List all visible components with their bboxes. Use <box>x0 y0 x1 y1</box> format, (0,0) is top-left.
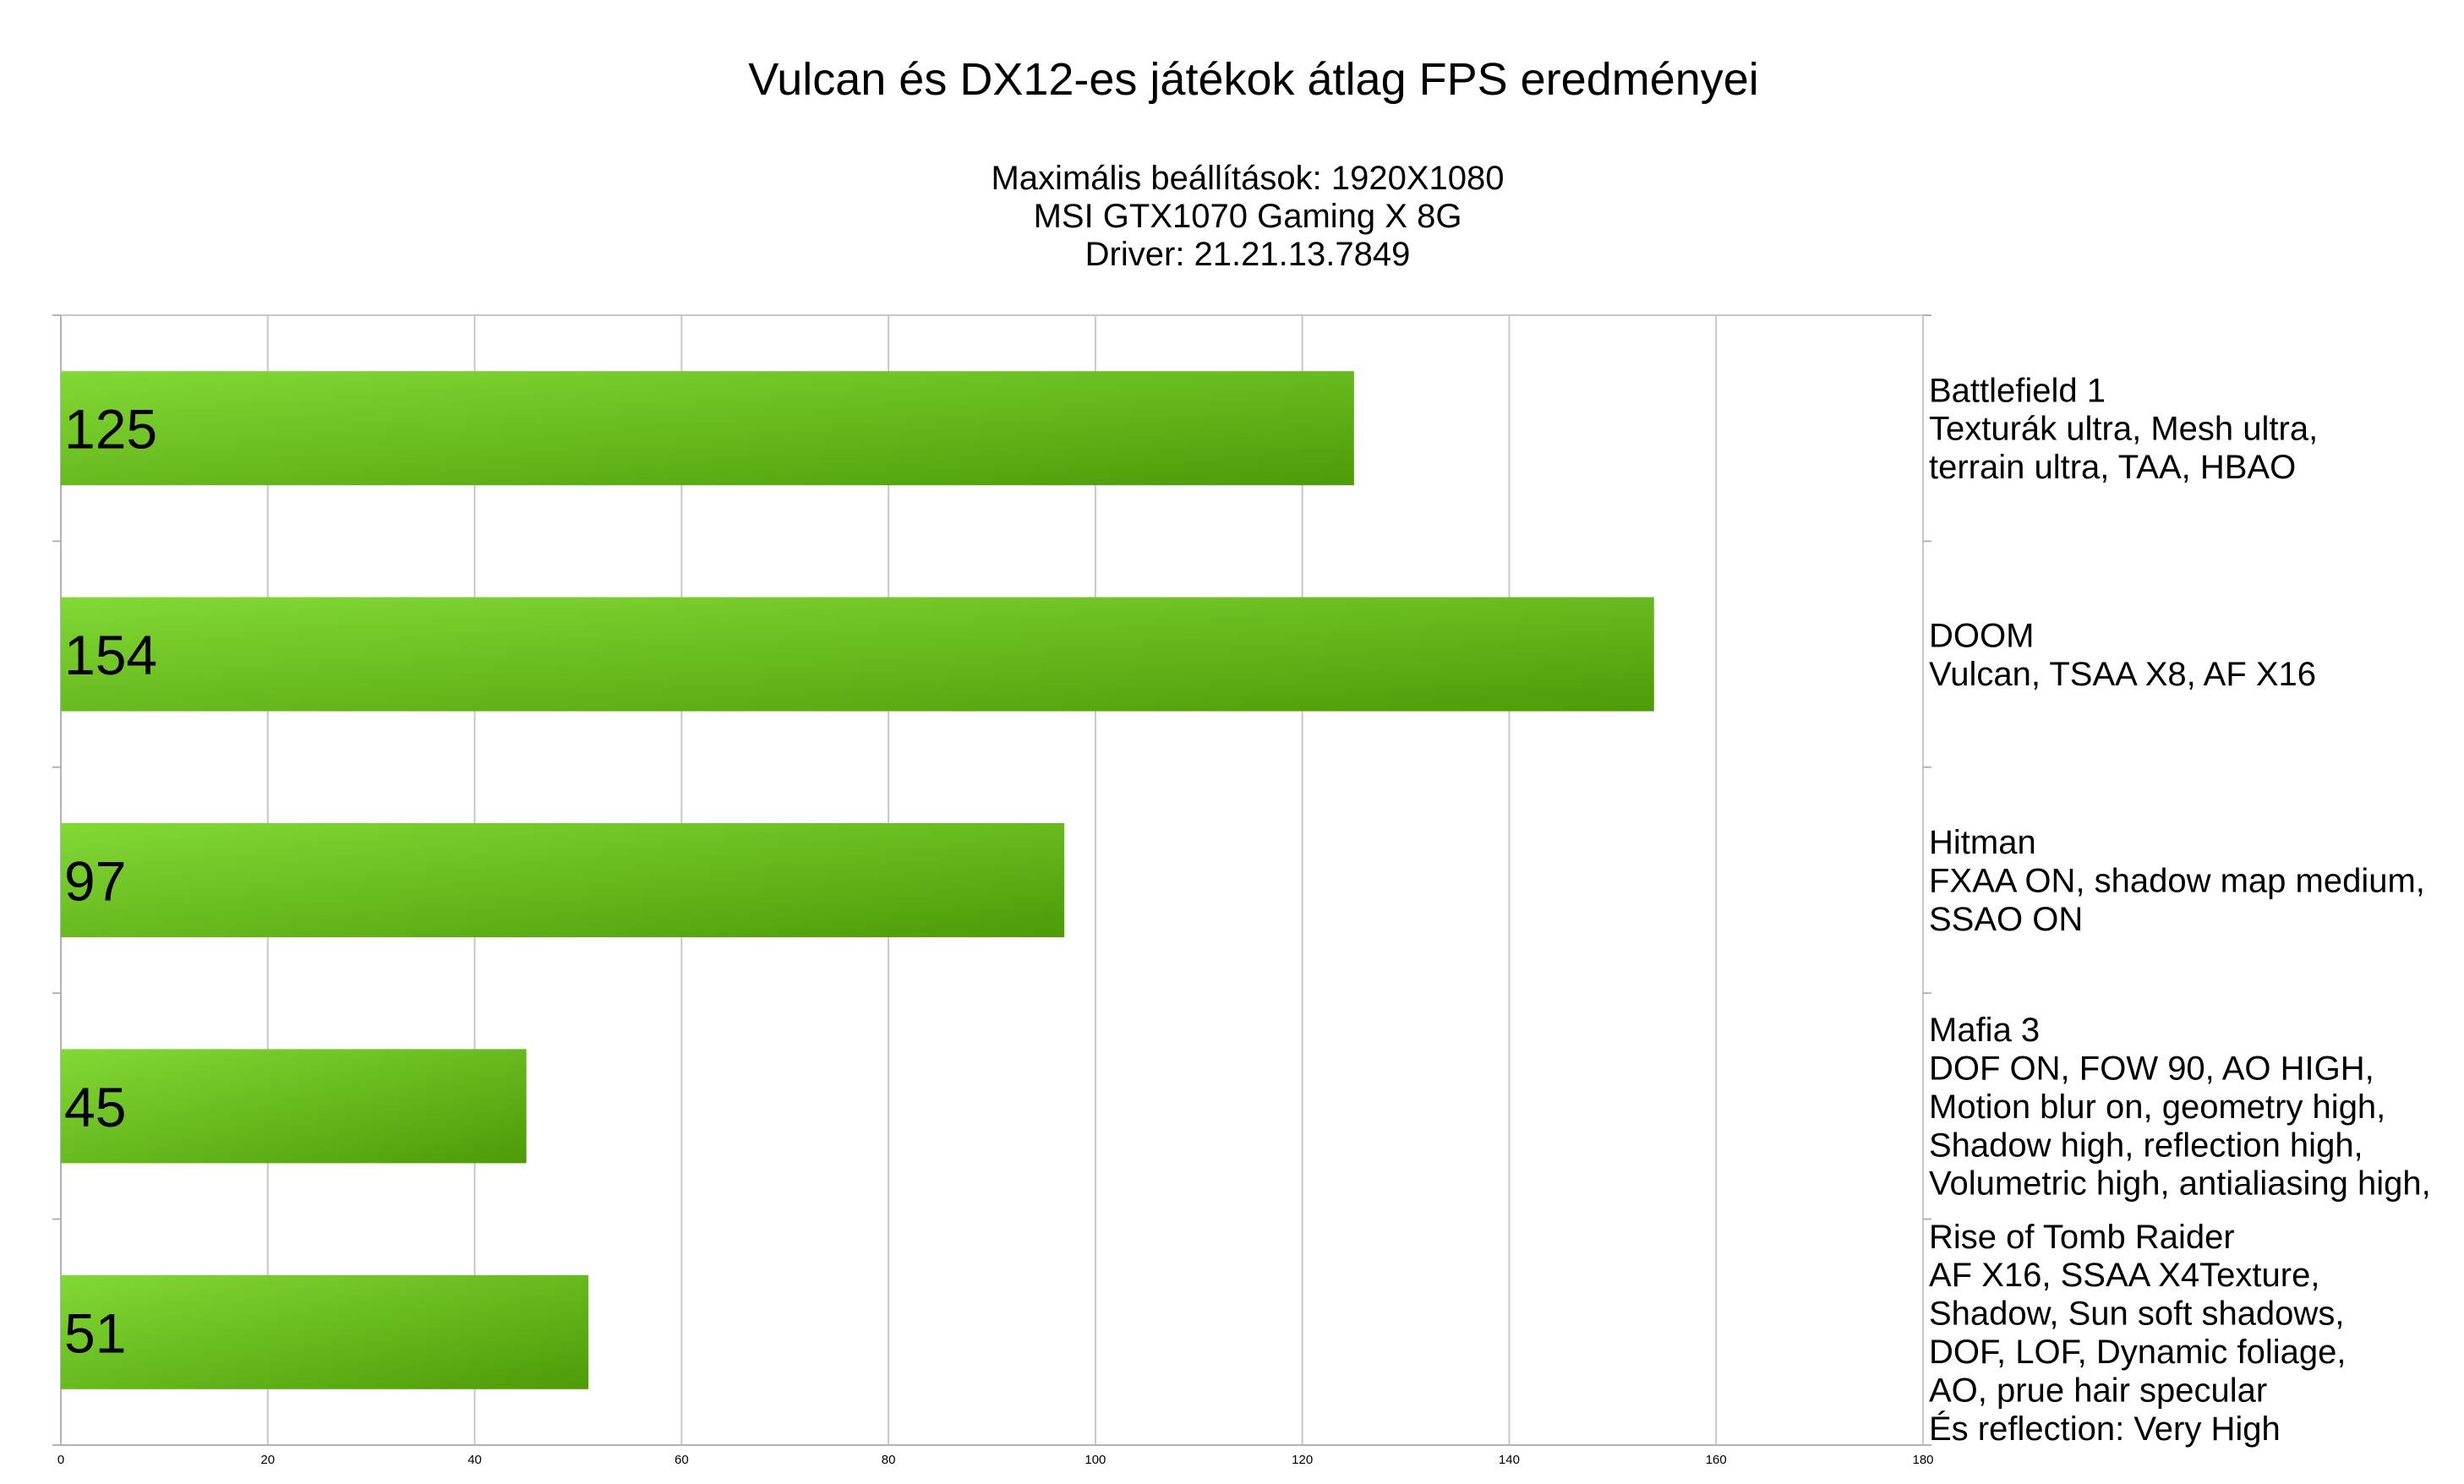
category-label-detail: FXAA ON, shadow map medium, <box>1929 863 2425 900</box>
category-label-detail: terrain ultra, TAA, HBAO <box>1929 449 2296 486</box>
category-label-detail: Vulcan, TSAA X8, AF X16 <box>1929 656 2316 693</box>
data-label: 125 <box>64 398 157 461</box>
x-tick-label: 180 <box>1912 1453 1933 1467</box>
category-label-detail: És reflection: Very High <box>1929 1410 2281 1448</box>
x-tick-label: 100 <box>1084 1453 1106 1467</box>
data-label: 154 <box>64 624 157 686</box>
category-label-title: Rise of Tomb Raider <box>1929 1219 2235 1256</box>
chart-subtitle-line: MSI GTX1070 Gaming X 8G <box>1034 198 1462 235</box>
category-label-detail: Shadow, Sun soft shadows, <box>1929 1296 2344 1333</box>
bar <box>61 1274 589 1389</box>
category-label-detail: AO, prue hair specular <box>1929 1372 2267 1409</box>
data-label: 51 <box>64 1301 126 1364</box>
gridlines <box>61 314 1924 1445</box>
category-label-detail: DOF ON, FOW 90, AO HIGH, <box>1929 1050 2374 1088</box>
x-tick-label: 140 <box>1499 1453 1520 1467</box>
bars <box>61 371 1654 1389</box>
bar <box>61 371 1354 486</box>
bar <box>61 823 1065 937</box>
category-label-detail: AF X16, SSAA X4Texture, <box>1929 1257 2319 1294</box>
bar <box>61 1049 527 1164</box>
x-tick-label: 120 <box>1292 1453 1313 1467</box>
category-label-detail: Motion blur on, geometry high, <box>1929 1088 2385 1126</box>
category-label-detail: SSAO ON <box>1929 901 2083 938</box>
data-label: 45 <box>64 1076 126 1138</box>
category-label-title: Battlefield 1 <box>1929 372 2106 409</box>
category-label-detail: Volumetric high, antialiasing high, <box>1929 1165 2431 1203</box>
chart-subtitle-line: Maximális beállítások: 1920X1080 <box>991 160 1504 197</box>
x-tick-label: 160 <box>1706 1453 1727 1467</box>
category-label-detail: Shadow high, reflection high, <box>1929 1127 2363 1164</box>
x-tick-label: 40 <box>467 1453 482 1467</box>
category-label-title: Hitman <box>1929 824 2036 861</box>
chart-title: Vulcan és DX12-es játékok átlag FPS ered… <box>748 54 1759 105</box>
category-label-detail: Texturák ultra, Mesh ultra, <box>1929 411 2318 448</box>
data-labels: 125 154 97 45 51 <box>64 398 157 1365</box>
chart-subtitle-line: Driver: 21.21.13.7849 <box>1085 236 1411 273</box>
bar <box>61 597 1654 712</box>
x-tick-label: 20 <box>260 1453 275 1467</box>
x-tick-label: 0 <box>57 1453 64 1467</box>
x-tick-label: 60 <box>675 1453 689 1467</box>
category-label-detail: DOF, LOF, Dynamic foliage, <box>1929 1334 2347 1371</box>
x-tick-label: 80 <box>882 1453 896 1467</box>
x-axis-ticks: 0 20 40 60 80 100 120 140 160 180 <box>57 1453 1934 1467</box>
category-label-title: DOOM <box>1929 617 2034 654</box>
category-label-title: Mafia 3 <box>1929 1012 2040 1049</box>
data-label: 97 <box>64 850 126 913</box>
